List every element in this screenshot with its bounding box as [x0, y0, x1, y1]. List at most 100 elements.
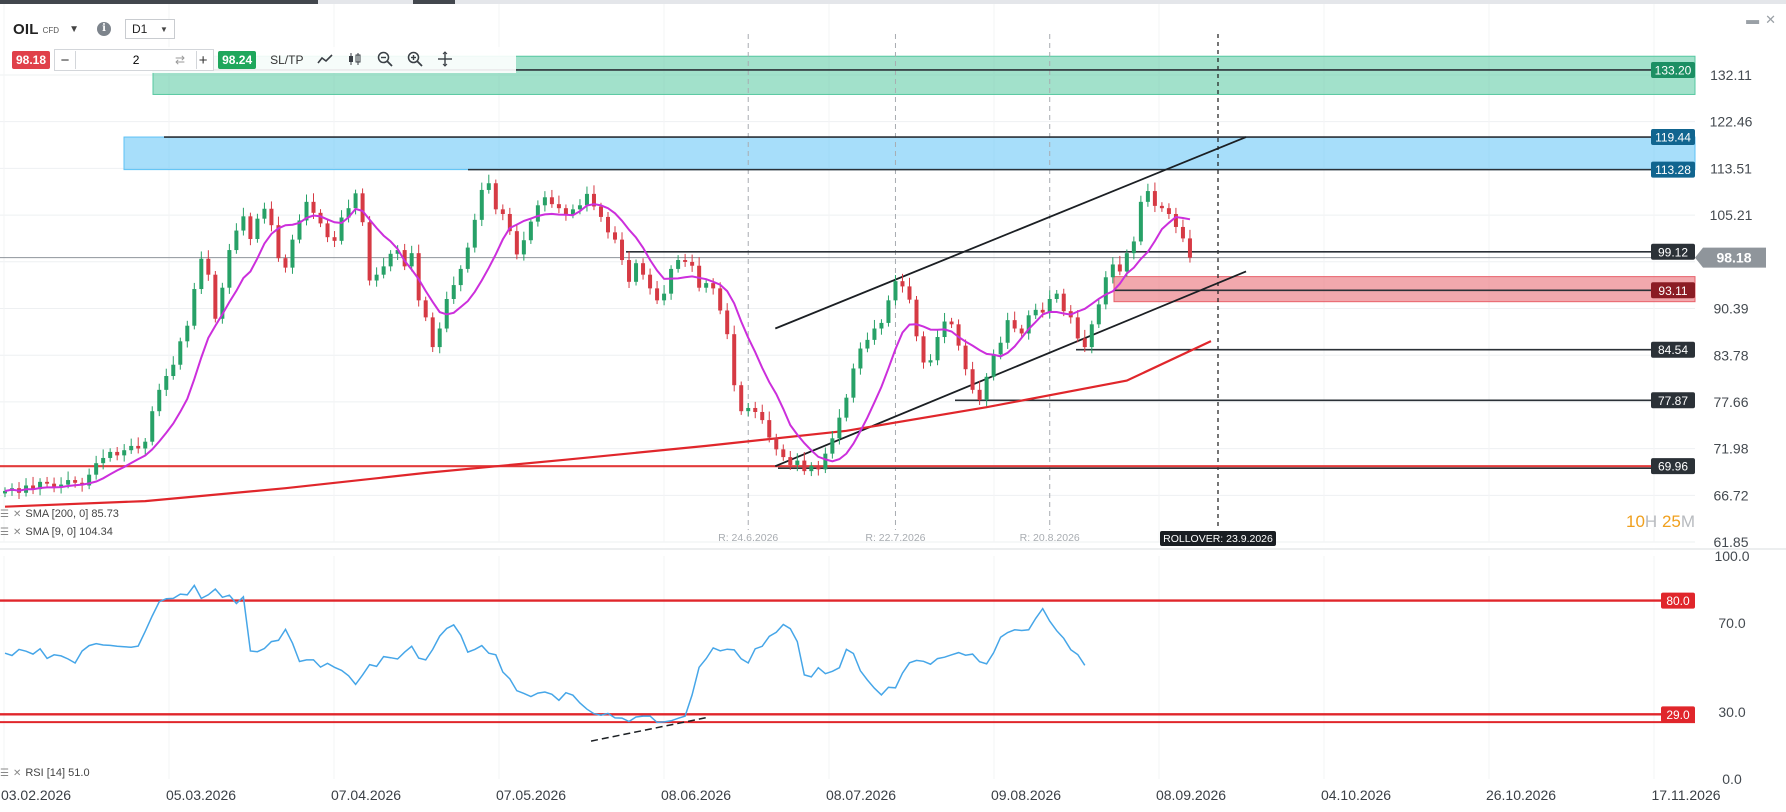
candle-body: [360, 193, 365, 223]
candle-body: [760, 411, 765, 421]
candle-body: [549, 197, 554, 205]
candle-body: [1026, 315, 1031, 334]
active-tab-indicator[interactable]: [0, 0, 318, 4]
candle-body: [591, 193, 596, 207]
candle-body: [879, 322, 884, 329]
candle-body: [325, 223, 330, 238]
candle-body: [150, 411, 155, 442]
buy-button[interactable]: 98.24: [218, 51, 257, 69]
price-tick-label: 71.98: [1713, 441, 1748, 457]
candle-body: [129, 445, 134, 451]
sma200-line: [4, 340, 1212, 508]
symbol-name[interactable]: OIL: [13, 20, 39, 38]
countdown-minutes: 25: [1661, 512, 1681, 531]
candle-body: [255, 218, 260, 240]
tab-indicator[interactable]: [413, 0, 455, 4]
candle-body: [795, 460, 800, 465]
candle-body: [788, 457, 793, 465]
menu-icon[interactable]: ☰: [0, 508, 9, 520]
candle-body: [1110, 264, 1115, 278]
window-controls: ▬ ✕: [1746, 12, 1776, 28]
candle-body: [458, 268, 463, 286]
candle-body: [1019, 328, 1024, 334]
candle-body: [977, 389, 982, 401]
decrease-button[interactable]: −: [60, 51, 70, 69]
candle-body: [886, 300, 891, 323]
rsi-line: [4, 584, 1086, 724]
countdown-minutes-unit: M: [1680, 512, 1696, 531]
candle-body: [185, 325, 190, 342]
chevron-down-icon[interactable]: ▼: [69, 23, 79, 35]
sell-button[interactable]: 98.18: [12, 51, 51, 69]
candle-body: [802, 460, 807, 472]
sma9-label: SMA [9, 0] 104.34: [25, 526, 113, 538]
candle-body: [192, 289, 197, 326]
minimize-icon[interactable]: ▬: [1746, 12, 1760, 27]
level-price-text: 133.20: [1655, 63, 1692, 77]
time-tick-label: 08.07.2026: [826, 787, 896, 803]
rsi-tick-label: 30.0: [1718, 704, 1745, 720]
quantity-stepper: − ⇄ +: [54, 49, 215, 71]
swap-icon[interactable]: ⇄: [175, 53, 186, 67]
candle-body: [998, 342, 1003, 355]
candle-body: [718, 288, 723, 311]
candle-body: [1054, 293, 1059, 299]
sma200-series: [4, 340, 1212, 508]
quantity-input[interactable]: [75, 51, 198, 69]
candle-body: [122, 450, 127, 456]
remove-indicator-icon[interactable]: ✕: [12, 767, 22, 779]
candle-body: [739, 385, 744, 412]
candle-body: [963, 345, 968, 370]
candle-body: [52, 483, 57, 488]
candle-body: [423, 300, 428, 318]
sma9-series: [4, 203, 1191, 492]
sltp-button[interactable]: SL/TP: [270, 53, 304, 67]
level-price-badge: [1651, 282, 1695, 299]
candle-body: [1152, 191, 1157, 206]
time-tick-label: 05.03.2026: [166, 787, 236, 803]
green-zone: [152, 55, 1696, 95]
rsi-legend: ☰ ✕ RSI [14] 51.0: [0, 767, 90, 779]
close-icon[interactable]: ✕: [1765, 12, 1776, 27]
line-chart-icon[interactable]: [317, 52, 334, 68]
candlestick-icon[interactable]: [347, 52, 363, 69]
candle-body: [900, 281, 905, 287]
current-price-text: 98.18: [1716, 250, 1751, 266]
info-icon[interactable]: i: [96, 22, 111, 36]
remove-indicator-icon[interactable]: ✕: [12, 508, 22, 520]
candle-body: [437, 328, 442, 348]
increase-button[interactable]: +: [198, 51, 208, 69]
candle-body: [108, 451, 113, 458]
crosshair-icon[interactable]: [437, 50, 453, 70]
blue-zone: [123, 136, 1696, 171]
zoom-in-icon[interactable]: [407, 51, 424, 70]
candle-body: [711, 283, 716, 289]
rsi-tick-label: 70.0: [1718, 615, 1745, 631]
candle-body: [907, 286, 912, 300]
candle-body: [507, 213, 512, 232]
candle-body: [655, 288, 660, 301]
rollover-main-badge: [1160, 531, 1276, 546]
level-price-text: 77.87: [1658, 394, 1688, 408]
candle-body: [872, 328, 877, 340]
time-tick-label: 26.10.2026: [1486, 787, 1556, 803]
remove-indicator-icon[interactable]: ✕: [12, 526, 22, 538]
level-price-text: 99.12: [1658, 245, 1688, 259]
level-price-text: 119.44: [1655, 131, 1691, 145]
timeframe-select[interactable]: D1 ▼: [124, 19, 175, 39]
axes: 132.11122.46113.51105.2197.5290.3983.787…: [1, 67, 1753, 803]
rollover-main-label: ROLLOVER: 23.9.2026: [1163, 533, 1273, 545]
menu-icon[interactable]: ☰: [0, 767, 9, 779]
candle-body: [570, 209, 575, 215]
candle-body: [451, 285, 456, 299]
grid: [0, 4, 1786, 779]
candle-body: [528, 221, 533, 241]
candle-body: [1047, 298, 1052, 313]
symbol-type: CFD: [42, 25, 60, 35]
timeframe-value: D1: [131, 22, 148, 36]
candle-body: [276, 225, 281, 259]
menu-icon[interactable]: ☰: [0, 526, 9, 538]
level-price-text: 113.28: [1655, 163, 1691, 177]
zoom-out-icon[interactable]: [377, 51, 394, 70]
